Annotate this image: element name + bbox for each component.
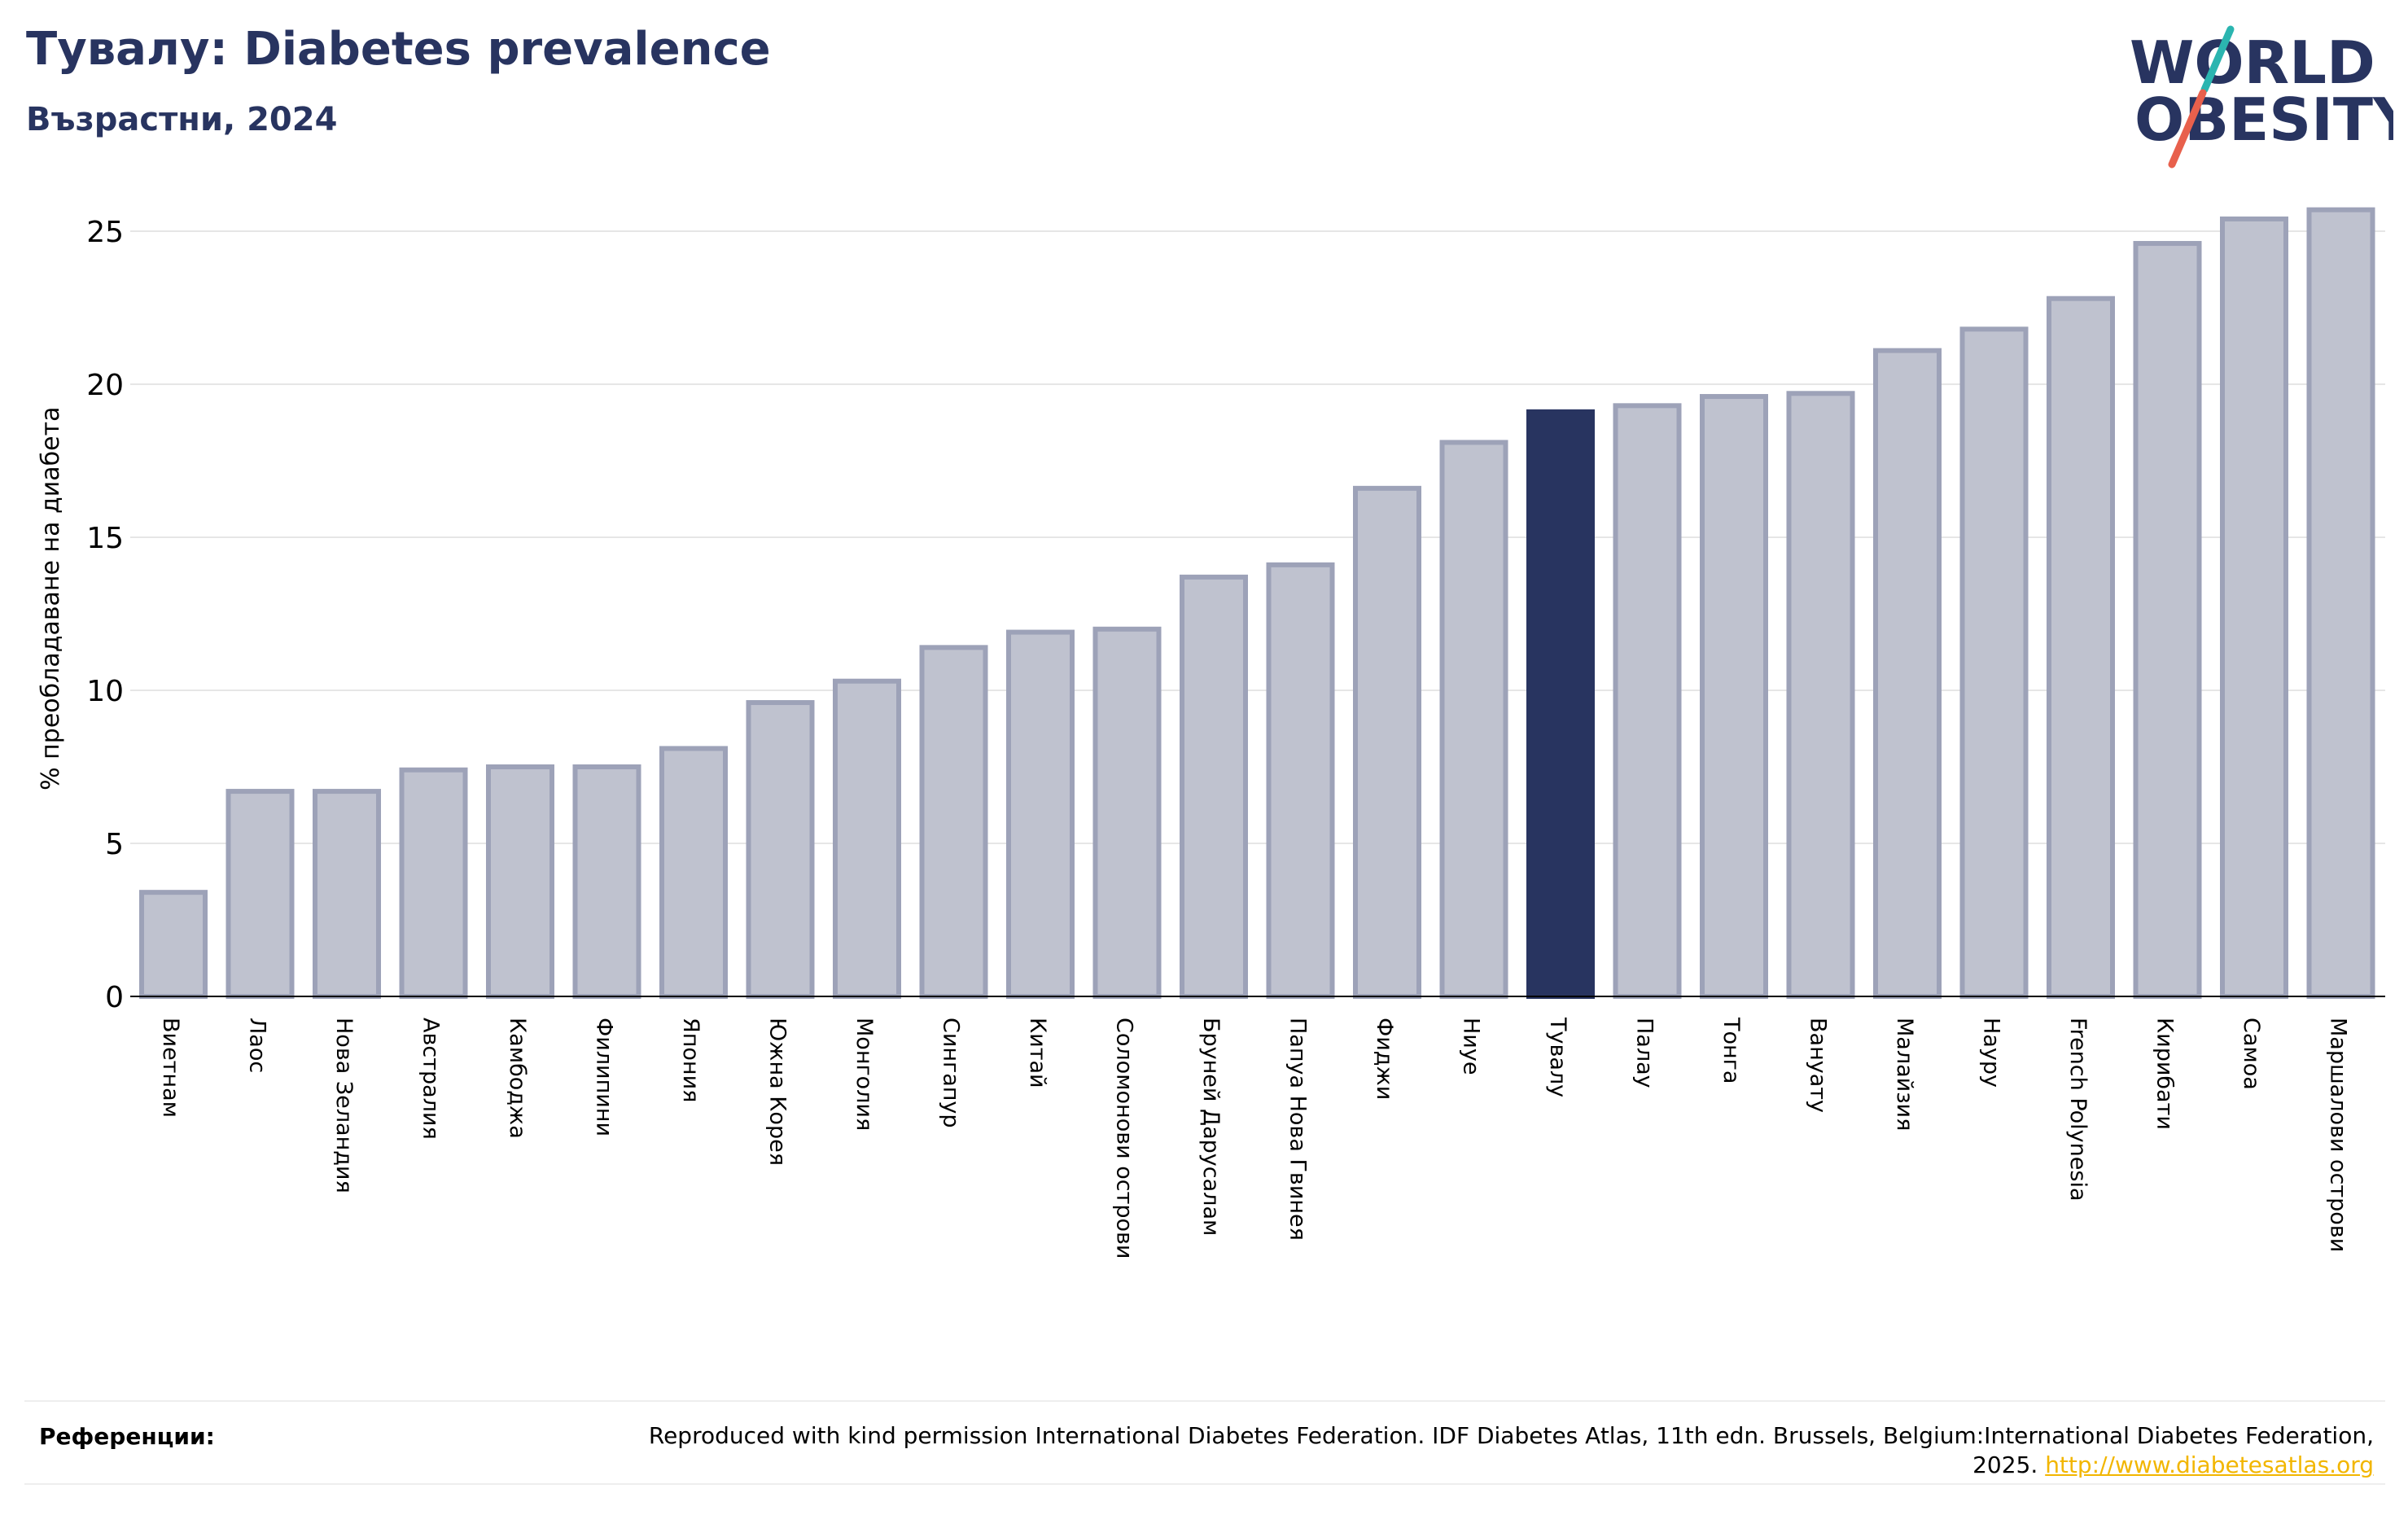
bar-22 — [2047, 296, 2115, 1000]
x-tick-label: Лаос — [245, 1018, 270, 1073]
bar-24 — [2220, 216, 2288, 999]
x-tick-label: Папуа Нова Гвинея — [1285, 1018, 1311, 1241]
bar-25 — [2306, 207, 2375, 999]
references-text: Reproduced with kind permission Internat… — [583, 1421, 2374, 1480]
x-axis-ticks: Виетнам Лаос Нова Зеландия Австралия Камбодж… — [158, 1017, 2351, 1259]
x-tick-label: Австралия — [418, 1018, 444, 1140]
bar-4 — [486, 764, 554, 999]
logo-word-world: WORLD — [2130, 28, 2375, 97]
x-tick-label: Ниуе — [1459, 1018, 1484, 1075]
x-tick-label: Вануату — [1806, 1018, 1831, 1113]
x-tick-label: Нова Зеландия — [331, 1018, 357, 1193]
x-tick-label: Тувалу — [1545, 1017, 1570, 1097]
chart-title: Тувалу: Diabetes prevalence — [26, 23, 771, 76]
y-tick-label: 0 — [105, 981, 124, 1014]
x-tick-label: Кирибати — [2152, 1018, 2178, 1130]
y-tick-label: 15 — [86, 522, 124, 555]
bar-9 — [919, 645, 988, 999]
x-tick-label: Фиджи — [1372, 1018, 1397, 1100]
x-tick-label: Маршалови острови — [2326, 1018, 2351, 1252]
chart-subtitle: Възрастни, 2024 — [26, 101, 338, 138]
y-tick-label: 10 — [86, 675, 124, 708]
x-tick-label: Бруней Дарусалам — [1198, 1018, 1224, 1236]
x-tick-label: Сингапур — [939, 1018, 964, 1128]
x-tick-label: Соломонови острови — [1112, 1018, 1137, 1259]
references-link[interactable]: http://www.diabetesatlas.org — [2045, 1451, 2374, 1478]
x-tick-label: Науру — [1979, 1018, 2004, 1088]
bar-2 — [313, 789, 381, 1000]
bar-8 — [833, 678, 901, 999]
bar-21 — [1959, 326, 2029, 999]
footer-divider-bottom — [24, 1483, 2385, 1485]
bar-7 — [746, 700, 815, 999]
bar-18 — [1700, 394, 1768, 1000]
y-tick-label: 20 — [86, 369, 124, 402]
y-tick-label: 5 — [105, 828, 124, 861]
x-tick-label: Малайзия — [1892, 1018, 1917, 1131]
x-tick-label: Япония — [678, 1018, 703, 1102]
x-tick-label: Южна Корея — [765, 1018, 790, 1166]
bar-14 — [1353, 485, 1421, 999]
x-tick-label: Самоа — [2239, 1018, 2264, 1090]
bar-20 — [1873, 348, 1942, 999]
bar-3 — [399, 767, 468, 999]
bar-11 — [1092, 626, 1162, 999]
bar-17 — [1613, 403, 1682, 999]
y-tick-label: 25 — [86, 216, 124, 249]
x-tick-label: Тонга — [1718, 1017, 1744, 1084]
x-tick-label: Палау — [1632, 1018, 1657, 1088]
y-axis-ticks: 0 5 10 15 20 25 — [86, 216, 124, 1014]
bar-1 — [225, 789, 295, 1000]
bar-10 — [1006, 629, 1075, 999]
bar-19 — [1786, 391, 1855, 999]
bar-12 — [1180, 574, 1248, 999]
footer-divider-top — [24, 1400, 2385, 1402]
bar-6 — [659, 746, 728, 999]
x-tick-label: Филипини — [592, 1018, 617, 1136]
logo-slash-top — [2200, 25, 2235, 94]
logo-slash-bottom — [2168, 89, 2207, 169]
x-tick-label: Камбоджа — [505, 1018, 530, 1139]
x-tick-label: French Polynesia — [2065, 1018, 2091, 1202]
x-tick-label: Монголия — [852, 1018, 877, 1131]
world-obesity-logo: WORLD OBESITY — [2130, 25, 2393, 169]
bar-15 — [1439, 440, 1508, 999]
bar-chart: 0 5 10 15 20 25 Виетнам Лаос Нова Зеландия Австр… — [37, 207, 2385, 1259]
x-tick-label: Китай — [1025, 1018, 1050, 1088]
bar-23 — [2133, 241, 2202, 1000]
bar-16 — [1526, 409, 1595, 999]
y-axis-label: % преобладаване на диабета — [37, 407, 65, 790]
bar-0 — [139, 890, 208, 1000]
bar-13 — [1266, 562, 1335, 999]
bar-5 — [572, 764, 641, 999]
bars — [139, 207, 2375, 1000]
references-label: Референции: — [39, 1423, 215, 1450]
x-tick-label: Виетнам — [158, 1018, 183, 1118]
references-body: Reproduced with kind permission Internat… — [648, 1422, 2374, 1478]
